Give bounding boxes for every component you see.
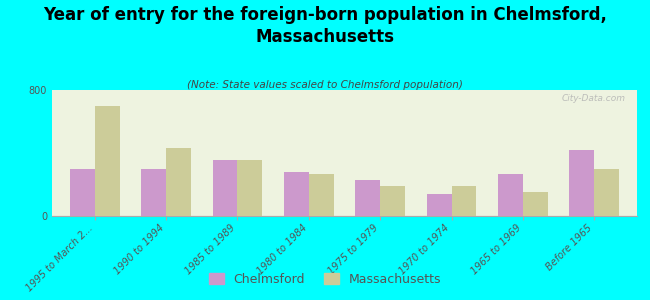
Bar: [452, 186, 476, 216]
Text: City-Data.com: City-Data.com: [562, 94, 625, 103]
Bar: [498, 174, 523, 216]
Bar: [523, 192, 548, 216]
Bar: [380, 186, 405, 216]
Bar: [70, 169, 95, 216]
Bar: [594, 169, 619, 216]
Bar: [355, 180, 380, 216]
Bar: [569, 150, 594, 216]
Bar: [141, 169, 166, 216]
Bar: [213, 160, 237, 216]
Legend: Chelmsford, Massachusetts: Chelmsford, Massachusetts: [203, 268, 447, 291]
Bar: [95, 106, 120, 216]
Bar: [166, 148, 191, 216]
Bar: [426, 194, 452, 216]
Text: Year of entry for the foreign-born population in Chelmsford,
Massachusetts: Year of entry for the foreign-born popul…: [43, 6, 607, 46]
Bar: [284, 172, 309, 216]
Bar: [237, 160, 263, 216]
Bar: [309, 174, 334, 216]
Text: (Note: State values scaled to Chelmsford population): (Note: State values scaled to Chelmsford…: [187, 80, 463, 89]
